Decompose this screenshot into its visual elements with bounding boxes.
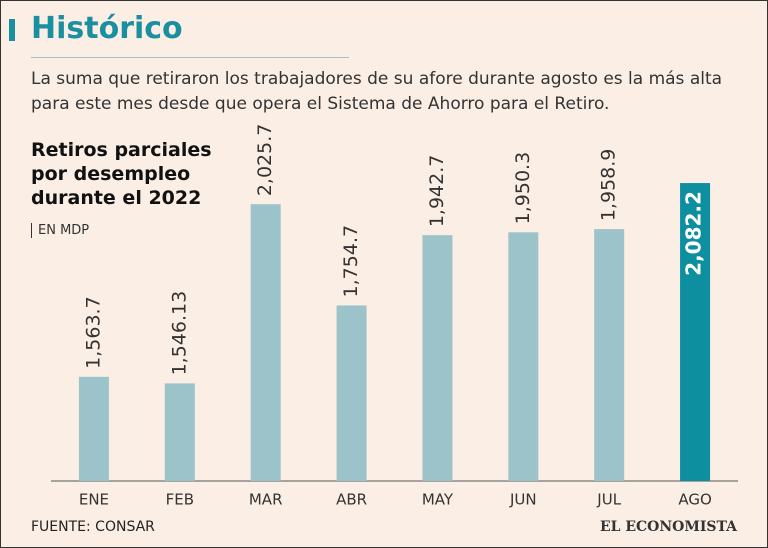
bar	[336, 305, 367, 481]
value-label: 1,958.9	[598, 149, 620, 222]
value-label: 2,025.7	[254, 124, 276, 197]
value-label: 1,563.7	[82, 296, 104, 369]
bar	[508, 232, 539, 481]
x-tick-label: ENE	[79, 491, 109, 509]
value-label: 1,950.3	[512, 152, 534, 225]
chart-title: Retiros parciales por desempleo durante …	[31, 139, 212, 209]
header-title: Histórico	[31, 11, 183, 46]
bar	[680, 183, 711, 481]
unit-label: EN MDP	[31, 223, 89, 238]
x-tick-label: MAR	[249, 491, 283, 509]
x-tick-label: JUL	[596, 491, 621, 509]
value-label: 1,942.7	[426, 155, 448, 228]
x-tick-label: FEB	[166, 491, 194, 509]
x-tick-label: AGO	[678, 491, 711, 509]
value-label: 2,082.2	[682, 191, 706, 276]
bar	[164, 383, 195, 481]
bar	[422, 235, 453, 481]
header-rule	[31, 57, 349, 58]
title-accent	[9, 19, 15, 41]
value-label: 1,754.7	[340, 225, 362, 298]
x-tick-label: ABR	[336, 491, 367, 509]
header-description: La suma que retiraron los trabajadores d…	[31, 69, 723, 114]
bar	[78, 376, 109, 481]
bar	[594, 229, 625, 481]
x-tick-label: MAY	[422, 491, 454, 509]
bar	[250, 204, 281, 481]
source: FUENTE: CONSAR	[31, 519, 155, 535]
x-tick-label: JUN	[509, 491, 537, 509]
brand: EL ECONOMISTA	[599, 519, 737, 535]
value-label: 1,546.13	[168, 291, 190, 376]
